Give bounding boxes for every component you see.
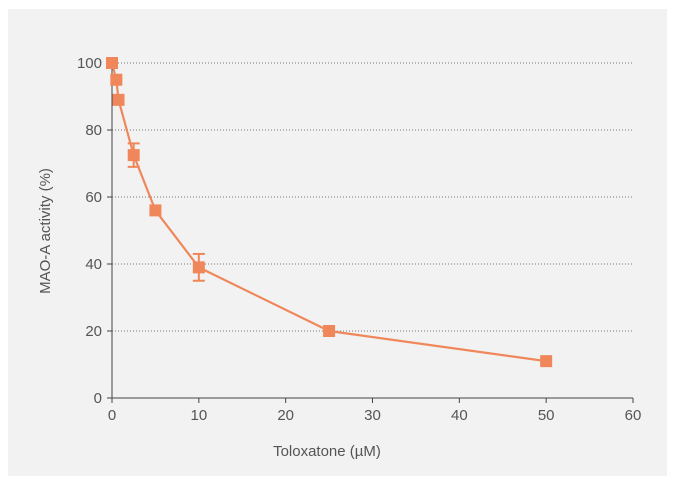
data-point (323, 325, 336, 337)
data-series (106, 57, 553, 368)
axes (107, 59, 634, 403)
y-tick-label: 80 (85, 122, 102, 139)
x-tick-label: 50 (538, 407, 555, 424)
x-tick-label: 30 (364, 407, 381, 424)
data-point (127, 149, 140, 162)
data-point (106, 57, 118, 69)
tick-labels: 0 20 40 60 80 100 0 10 20 30 40 50 60 (77, 55, 641, 424)
data-point (110, 73, 123, 86)
x-tick-label: 0 (108, 407, 116, 424)
chart-card: 0 20 40 60 80 100 0 10 20 30 40 50 60 Toloxatone (µM… (8, 9, 667, 476)
series-line (110, 62, 547, 363)
y-tick-label: 60 (85, 189, 102, 206)
grid-lines (112, 62, 633, 332)
x-tick-label: 10 (190, 407, 207, 424)
y-tick-label: 40 (85, 256, 102, 273)
x-tick-label: 20 (277, 407, 294, 424)
y-tick-label: 0 (94, 390, 102, 407)
data-point (540, 355, 553, 368)
x-axis-label: Toloxatone (µM) (273, 443, 381, 460)
y-axis-label: MAO-A activity (%) (37, 168, 54, 294)
data-point (149, 204, 162, 217)
data-point (112, 93, 125, 106)
x-tick-label: 60 (625, 407, 642, 424)
x-tick-label: 40 (451, 407, 468, 424)
y-tick-label: 100 (77, 55, 102, 72)
data-point (192, 261, 205, 274)
chart-svg: 0 20 40 60 80 100 0 10 20 30 40 50 60 Toloxatone (µM… (37, 55, 641, 460)
y-tick-label: 20 (85, 323, 102, 340)
